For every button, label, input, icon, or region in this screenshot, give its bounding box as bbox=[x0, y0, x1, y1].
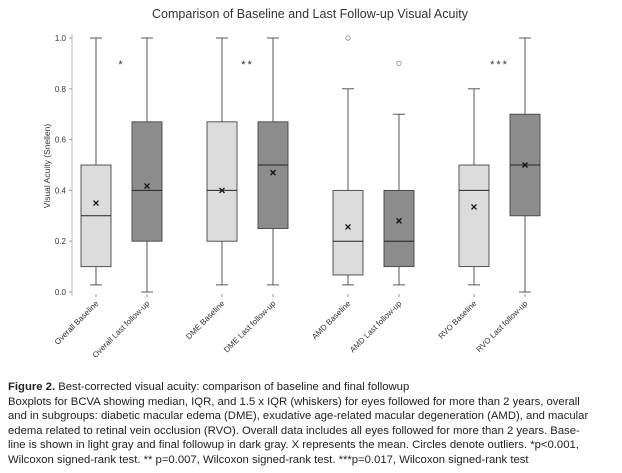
box-group bbox=[383, 60, 415, 286]
chart: Comparison of Baseline and Last Follow-u… bbox=[42, 7, 541, 360]
caption-heading: Figure 2. Best-corrected visual acuity: … bbox=[8, 380, 618, 395]
box-group bbox=[509, 37, 541, 293]
y-axis-label: Visual Acuity (Snellen) bbox=[42, 124, 52, 209]
outlier bbox=[345, 35, 351, 41]
y-tick-label: 1.0 bbox=[55, 34, 67, 43]
y-tick-label: 0.0 bbox=[55, 288, 67, 297]
mean-marker bbox=[270, 169, 276, 176]
chart-title: Comparison of Baseline and Last Follow-u… bbox=[152, 7, 469, 21]
x-tick-label: DME Baseline bbox=[184, 299, 227, 342]
caption-line: edema related to retinal vein occlusion … bbox=[8, 424, 580, 437]
outlier bbox=[396, 60, 402, 67]
x-tick-label: RVO Last follow-up bbox=[474, 299, 529, 354]
x-tick-label: Overall Baseline bbox=[53, 299, 101, 347]
box bbox=[257, 121, 289, 229]
x-tick-label: AMD Baseline bbox=[310, 299, 353, 342]
mean-marker bbox=[396, 217, 402, 224]
caption-line: Boxplots for BCVA showing median, IQR, a… bbox=[8, 395, 580, 408]
mean-marker bbox=[345, 224, 351, 230]
caption-label: Figure 2. bbox=[8, 381, 56, 393]
mean-marker bbox=[93, 200, 99, 207]
mean-marker bbox=[471, 203, 477, 210]
box bbox=[458, 164, 490, 268]
caption: Figure 2. Best-corrected visual acuity: … bbox=[8, 380, 618, 468]
box-group bbox=[257, 37, 289, 286]
box-group bbox=[458, 88, 490, 286]
significance-label: * bbox=[118, 59, 124, 71]
box bbox=[206, 121, 238, 242]
box-group bbox=[206, 37, 238, 286]
box bbox=[332, 189, 364, 276]
y-tick-label: 0.2 bbox=[55, 237, 67, 246]
y-tick-label: 0.4 bbox=[55, 186, 67, 195]
significance-label: *** bbox=[490, 59, 509, 71]
box-group bbox=[131, 37, 163, 293]
box bbox=[383, 189, 415, 268]
significance-label: ** bbox=[241, 59, 254, 71]
box bbox=[131, 121, 163, 242]
y-tick-label: 0.6 bbox=[55, 136, 67, 145]
mean-marker bbox=[144, 183, 150, 190]
x-tick-label: RVO Baseline bbox=[437, 299, 479, 341]
caption-line: and in subgroups: diabetic macular edema… bbox=[8, 410, 589, 423]
caption-line: line is shown in light gray and final fo… bbox=[8, 439, 579, 452]
mean-marker bbox=[522, 162, 528, 168]
x-tick-label: AMD Last follow-up bbox=[348, 299, 404, 355]
caption-title: Best-corrected visual acuity: comparison… bbox=[58, 381, 410, 393]
mean-marker bbox=[219, 187, 225, 194]
box-group bbox=[332, 35, 364, 286]
caption-line: Wilcoxon signed-rank test. ** p=0.007, W… bbox=[8, 453, 529, 466]
x-tick-label: Overall Last follow-up bbox=[91, 299, 152, 360]
x-tick-label: DME Last follow-up bbox=[222, 299, 278, 355]
y-tick-label: 0.8 bbox=[55, 85, 67, 94]
box-group bbox=[80, 37, 112, 286]
